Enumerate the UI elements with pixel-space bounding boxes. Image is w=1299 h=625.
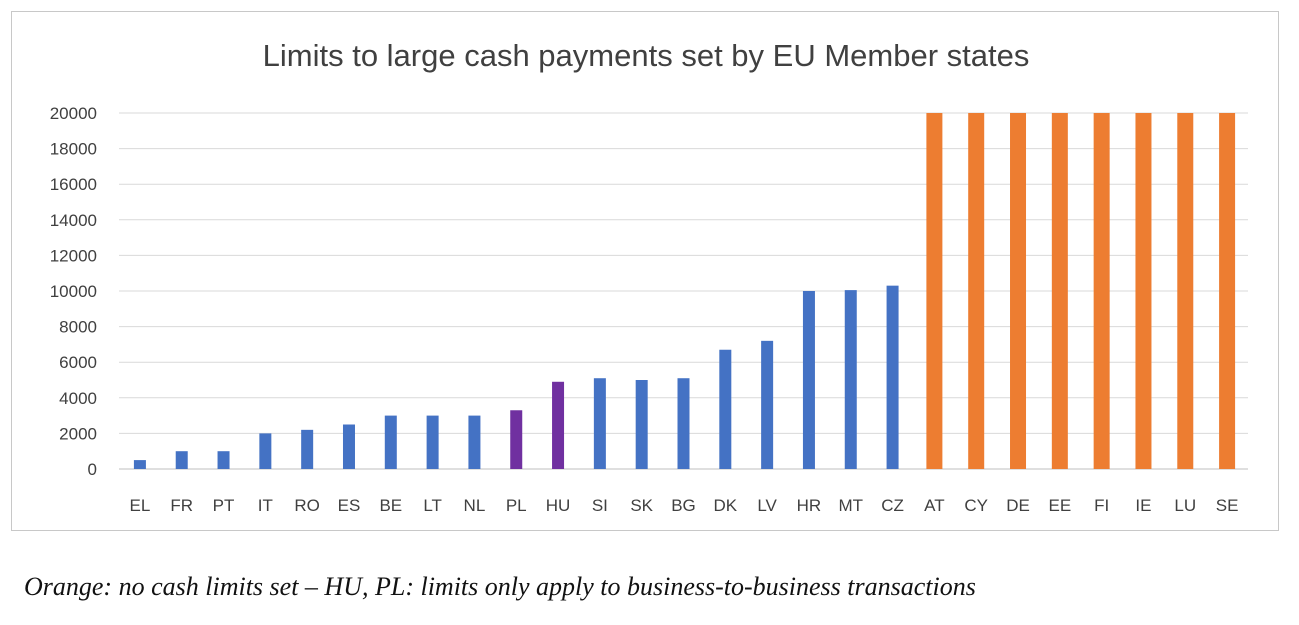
x-tick-label: SK [630, 496, 653, 515]
bar-pt [217, 451, 230, 469]
y-tick-label: 10000 [50, 282, 97, 301]
bar-si [593, 378, 606, 469]
x-tick-label: IE [1135, 496, 1151, 515]
x-tick-label: PL [506, 496, 527, 515]
bar-sk [635, 380, 648, 469]
bar-lv [761, 340, 774, 469]
x-tick-label: CZ [881, 496, 904, 515]
bar-lu [1177, 113, 1194, 469]
x-tick-label: LU [1174, 496, 1196, 515]
bar-chart: 0 2000 4000 6000 8000 10000 12000 14000 16000 180… [50, 104, 1248, 515]
bar-es [342, 424, 355, 469]
x-tick-label: RO [294, 496, 320, 515]
y-tick-label: 6000 [59, 353, 97, 372]
y-tick-label: 0 [88, 460, 97, 479]
x-tick-label: HU [546, 496, 571, 515]
x-tick-label: MT [838, 496, 863, 515]
y-tick-label: 12000 [50, 246, 97, 265]
x-tick-label: EE [1048, 496, 1071, 515]
bar-se [1219, 113, 1236, 469]
x-tick-label: LV [757, 496, 777, 515]
bar-bg [677, 378, 690, 469]
bar-hu [552, 381, 565, 469]
bars [133, 113, 1236, 469]
x-tick-label: FI [1094, 496, 1109, 515]
x-tick-label: DK [714, 496, 738, 515]
x-tick-label: DE [1006, 496, 1030, 515]
y-tick-label: 16000 [50, 175, 97, 194]
x-tick-label: SE [1216, 496, 1239, 515]
bar-at [926, 113, 943, 469]
x-tick-label: IT [258, 496, 273, 515]
bar-hr [802, 291, 815, 469]
x-tick-label: FR [170, 496, 193, 515]
bar-cz [886, 285, 899, 469]
x-tick-label: ES [338, 496, 361, 515]
y-tick-label: 2000 [59, 424, 97, 443]
x-tick-label: BG [671, 496, 696, 515]
x-tick-label: NL [464, 496, 486, 515]
bar-pl [510, 410, 523, 469]
y-tick-label: 18000 [50, 140, 97, 159]
y-tick-label: 20000 [50, 104, 97, 123]
x-tick-label: CY [964, 496, 988, 515]
x-tick-label: LT [423, 496, 442, 515]
bar-cy [968, 113, 985, 469]
bar-nl [468, 415, 481, 469]
chart-footnote: Orange: no cash limits set – HU, PL: lim… [24, 572, 976, 601]
bar-de [1010, 113, 1027, 469]
bar-it [259, 433, 272, 469]
x-axis-ticks: EL FR PT IT RO ES BE LT NL PL HU SI SK BG DK LV HR MT CZ AT… [130, 496, 1239, 515]
bar-be [384, 415, 397, 469]
bar-fr [175, 451, 188, 469]
x-tick-label: PT [213, 496, 235, 515]
bar-mt [844, 290, 857, 469]
chart-title: Limits to large cash payments set by EU … [262, 38, 1030, 73]
x-tick-label: HR [797, 496, 822, 515]
y-tick-label: 4000 [59, 389, 97, 408]
y-tick-label: 14000 [50, 211, 97, 230]
bar-lt [426, 415, 439, 469]
x-tick-label: BE [379, 496, 402, 515]
x-tick-label: EL [130, 496, 151, 515]
bar-fi [1093, 113, 1110, 469]
x-tick-label: AT [924, 496, 944, 515]
y-tick-label: 8000 [59, 318, 97, 337]
bar-ie [1135, 113, 1152, 469]
bar-dk [719, 349, 732, 469]
bar-ro [301, 429, 314, 469]
bar-ee [1051, 113, 1068, 469]
x-tick-label: SI [592, 496, 608, 515]
bar-el [133, 460, 146, 469]
y-axis-ticks: 0 2000 4000 6000 8000 10000 12000 14000 16000 180… [50, 104, 97, 479]
